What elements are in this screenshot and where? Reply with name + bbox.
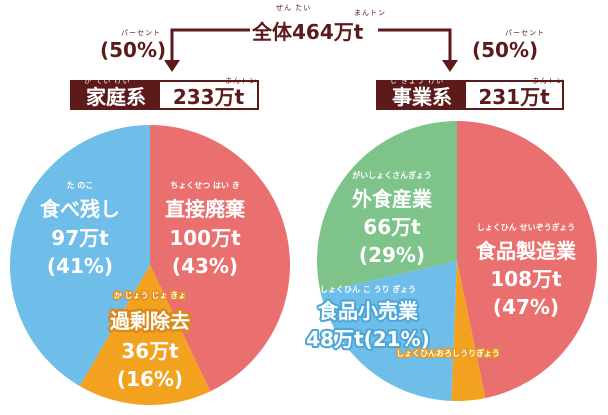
connector-lines [164,28,458,72]
pie-slice-0 [150,125,291,392]
left-header-box: 家庭系 233万t [70,80,259,110]
label-name-0: 直接廃棄 [165,197,246,221]
label-pct-0: (43%) [172,254,238,278]
pie-slice-0 [457,121,597,399]
right-share: (50%) [472,38,539,62]
label-ruby-1: か じょう じょ きょ [114,291,186,300]
label-value-2: 97万t [51,226,109,250]
label-name-0: 食品製造業 [476,239,577,263]
right-slices [317,121,597,401]
label-pct-1: (16%) [117,367,183,391]
label-pct-0: (47%) [493,295,559,319]
left-percent-ruby: パーセント [121,29,161,37]
label-value-1: 36万t [121,339,179,363]
left-share: (50%) [100,38,167,62]
label-name-2: 食品小売業 [318,299,419,323]
total-label: 全体464万t [252,20,364,44]
right-connector [378,28,452,62]
total-ruby: ぜん たい [276,4,312,12]
left-value-unit-ruby: まんトン [225,77,257,85]
right-value-unit-ruby: まんトン [532,77,564,85]
label-value-0: 100万t [169,226,241,250]
pie-slice-1 [451,261,486,401]
label-ruby-3: がいしょくさんぎょう [352,170,432,180]
right-header-box: 事業系 231万t [376,80,564,110]
label-ruby-1: しょくひんおろしうりぎょう [396,348,500,358]
label-value-0: 108万t [490,267,562,291]
label-pct-2: (41%) [47,254,113,278]
right-label-ruby: じ ぎょう けい [390,77,445,85]
pie-slice-2 [10,124,150,387]
label-ruby-0: しょくひん せいぞうぎょう [477,222,575,232]
label-pct-3: (29%) [359,243,425,267]
pie-slice-2 [320,261,457,401]
label-name-1: 過剰除去 [110,309,190,333]
left-slices [10,124,291,405]
left-arrow-head [164,60,180,72]
right-header-label: 事業系 [378,82,466,109]
right-header-value: 231万t [466,82,562,109]
left-label-ruby: か てい けい [84,77,131,85]
label-ruby-2: た のこ [67,180,94,190]
label-value-3: 66万t [363,215,421,239]
left-header-label: 家庭系 [72,82,160,109]
left-connector [170,28,250,62]
label-ruby-0: ちょくせつ はい き [170,181,240,190]
label-name-3: 外食産業 [352,187,433,211]
total-unit-ruby: まんトン [354,9,386,17]
label-ruby-2: しょくひん こ うり ぎょう [320,284,416,294]
pie-slice-3 [317,121,457,293]
left-header-value: 233万t [160,82,257,109]
right-arrow-head [442,60,458,72]
label-name-2: 食べ残し [40,197,120,221]
pie-slice-1 [79,265,211,405]
right-percent-ruby: パーセント [505,29,545,37]
label-value-2: 48万t(21%) [306,327,430,351]
